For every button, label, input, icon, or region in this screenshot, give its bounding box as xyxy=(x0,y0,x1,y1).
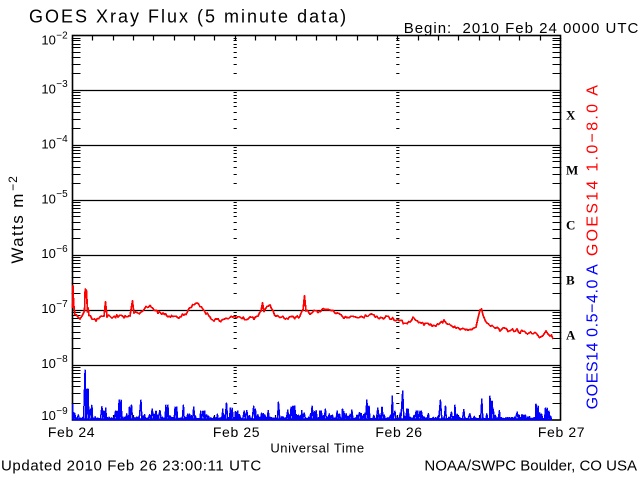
svg-text:−3: −3 xyxy=(56,79,68,90)
svg-text:−4: −4 xyxy=(56,134,68,145)
svg-text:Watts m: Watts m xyxy=(8,192,27,264)
svg-text:Updated 2010 Feb 26 23:00:11 U: Updated 2010 Feb 26 23:00:11 UTC xyxy=(1,458,262,475)
svg-text:GOES14 1.0−8.0 A: GOES14 1.0−8.0 A xyxy=(585,83,602,256)
svg-text:M: M xyxy=(566,163,578,178)
svg-text:10: 10 xyxy=(41,408,55,423)
svg-text:Begin: 2010 Feb 24 0000 UTC: Begin: 2010 Feb 24 0000 UTC xyxy=(404,20,640,37)
svg-text:10: 10 xyxy=(41,33,55,48)
svg-text:10: 10 xyxy=(41,191,55,206)
svg-text:NOAA/SWPC Boulder, CO USA: NOAA/SWPC Boulder, CO USA xyxy=(424,458,637,475)
svg-text:Universal Time: Universal Time xyxy=(270,441,364,456)
svg-text:−6: −6 xyxy=(56,244,68,255)
svg-text:−8: −8 xyxy=(56,354,68,365)
svg-text:10: 10 xyxy=(41,246,55,261)
svg-text:GOES14 0.5−4.0 A: GOES14 0.5−4.0 A xyxy=(585,264,602,410)
svg-text:−2: −2 xyxy=(56,30,68,41)
svg-text:10: 10 xyxy=(41,81,55,96)
svg-text:10: 10 xyxy=(41,356,55,371)
svg-text:Feb 24: Feb 24 xyxy=(48,424,95,440)
svg-text:−5: −5 xyxy=(56,189,68,200)
svg-text:X: X xyxy=(566,108,576,123)
svg-text:10: 10 xyxy=(41,136,55,151)
svg-text:−7: −7 xyxy=(56,299,68,310)
svg-text:Feb 26: Feb 26 xyxy=(375,424,422,440)
svg-text:−9: −9 xyxy=(56,406,68,417)
svg-text:B: B xyxy=(566,272,575,287)
svg-text:C: C xyxy=(566,218,575,233)
svg-text:10: 10 xyxy=(41,301,55,316)
svg-text:Feb 25: Feb 25 xyxy=(213,424,260,440)
svg-text:−2: −2 xyxy=(6,175,20,191)
svg-text:Feb 27: Feb 27 xyxy=(538,424,585,440)
svg-text:GOES Xray Flux (5 minute data): GOES Xray Flux (5 minute data) xyxy=(29,6,348,26)
svg-text:A: A xyxy=(566,327,576,342)
